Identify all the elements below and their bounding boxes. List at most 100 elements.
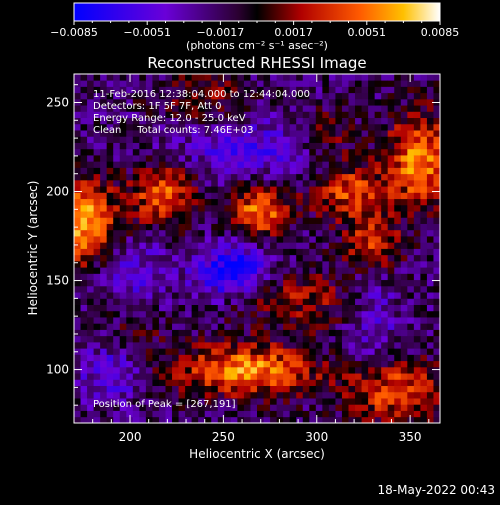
heatmap-cell (230, 98, 238, 106)
heatmap-cell (211, 98, 219, 106)
heatmap-cell (257, 379, 264, 387)
heatmap-cell (387, 360, 395, 368)
heatmap-cell (87, 285, 95, 293)
heatmap-cell (185, 92, 193, 100)
heatmap-cell (217, 217, 225, 224)
heatmap-cell (106, 211, 114, 218)
heatmap-cell (276, 317, 284, 324)
heatmap-cell (309, 273, 317, 281)
heatmap-cell (341, 223, 349, 231)
heatmap-cell (328, 366, 336, 374)
heatmap-cell (152, 398, 160, 405)
heatmap-cell (217, 298, 225, 305)
heatmap-cell (257, 211, 264, 218)
heatmap-cell (374, 198, 382, 206)
heatmap-cell (145, 348, 153, 355)
heatmap-cell (217, 229, 225, 237)
heatmap-cell (407, 298, 415, 305)
heatmap-cell (132, 123, 140, 131)
heatmap-cell (100, 80, 108, 87)
heatmap-cell (106, 348, 114, 355)
heatmap-cell (355, 304, 362, 312)
heatmap-cell (119, 398, 127, 405)
heatmap-cell (178, 173, 186, 181)
heatmap-cell (394, 130, 402, 137)
heatmap-cell (185, 173, 193, 181)
heatmap-cell (119, 267, 127, 274)
heatmap-cell (302, 98, 310, 106)
heatmap-cell (433, 92, 441, 100)
heatmap-cell (302, 310, 310, 318)
heatmap-cell (119, 98, 127, 106)
heatmap-cell (420, 298, 428, 305)
heatmap-cell (296, 192, 304, 200)
heatmap-cell (355, 179, 362, 187)
heatmap-cell (335, 360, 343, 368)
heatmap-cell (126, 385, 134, 393)
heatmap-cell (145, 155, 153, 162)
heatmap-cell (341, 385, 349, 393)
heatmap-cell (100, 98, 108, 106)
heatmap-cell (374, 385, 382, 393)
heatmap-cell (276, 173, 284, 181)
heatmap-cell (172, 391, 179, 399)
heatmap-cell (309, 310, 317, 318)
heatmap-cell (302, 273, 310, 281)
heatmap-cell (283, 279, 291, 287)
heatmap-cell (211, 335, 219, 343)
heatmap-cell (145, 148, 153, 156)
heatmap-cell (198, 86, 206, 94)
heatmap-cell (165, 335, 173, 343)
heatmap-cell (413, 98, 421, 106)
heatmap-cell (250, 80, 258, 87)
heatmap-cell (230, 186, 238, 193)
heatmap-cell (426, 335, 434, 343)
heatmap-cell (368, 148, 376, 156)
heatmap-cell (433, 391, 441, 399)
heatmap-cell (139, 323, 147, 330)
heatmap-cell (152, 385, 160, 393)
heatmap-cell (283, 167, 291, 175)
heatmap-cell (178, 217, 186, 224)
heatmap-cell (276, 285, 284, 293)
heatmap-cell (217, 410, 225, 418)
heatmap-cell (400, 360, 408, 368)
heatmap-cell (165, 254, 173, 262)
heatmap-cell (191, 123, 199, 131)
heatmap-cell (368, 292, 376, 299)
heatmap-cell (270, 398, 278, 405)
heatmap-cell (139, 366, 147, 374)
heatmap-cell (420, 360, 428, 368)
heatmap-cell (87, 236, 95, 243)
heatmap-cell (113, 404, 121, 411)
heatmap-cell (106, 204, 114, 212)
heatmap-cell (230, 304, 238, 312)
heatmap-cell (407, 410, 415, 418)
heatmap-cell (211, 298, 219, 305)
heatmap-cell (237, 285, 245, 293)
heatmap-cell (185, 248, 193, 256)
heatmap-cell (224, 260, 232, 268)
heatmap-cell (322, 379, 330, 387)
heatmap-cell (387, 404, 395, 411)
heatmap-cell (152, 310, 160, 318)
heatmap-cell (80, 236, 88, 243)
heatmap-cell (283, 173, 291, 181)
heatmap-cell (198, 167, 206, 175)
heatmap-cell (100, 186, 108, 193)
heatmap-cell (172, 92, 179, 100)
heatmap-cell (106, 310, 114, 318)
heatmap-cell (263, 385, 271, 393)
heatmap-cell (387, 142, 395, 150)
heatmap-cell (250, 117, 258, 125)
heatmap-cell (106, 273, 114, 281)
heatmap-cell (243, 179, 251, 187)
heatmap-cell (328, 242, 336, 249)
heatmap-cell (309, 366, 317, 374)
heatmap-cell (387, 211, 395, 218)
heatmap-cell (400, 379, 408, 387)
heatmap-cell (198, 310, 206, 318)
heatmap-cell (426, 348, 434, 355)
heatmap-cell (139, 236, 147, 243)
